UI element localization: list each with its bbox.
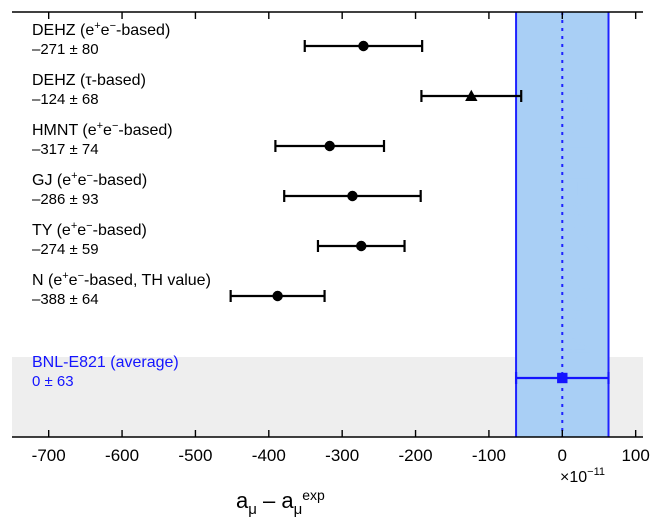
row-title: BNL-E821 (average) [32, 354, 179, 371]
row-title: GJ (e+e−-based) [32, 170, 147, 189]
row-value-label: –286 ± 93 [32, 191, 99, 208]
row-title: N (e+e−-based, TH value) [32, 270, 211, 289]
row-value-label: –388 ± 64 [32, 291, 99, 308]
scale-label: ×10−11 [560, 466, 605, 486]
marker-circle [272, 291, 282, 301]
row-title: DEHZ (e+e−-based) [32, 20, 170, 39]
xtick-label: -600 [105, 446, 139, 465]
xtick-label: -700 [32, 446, 66, 465]
xtick-label: -300 [325, 446, 359, 465]
marker-circle [356, 241, 366, 251]
xtick-label: -100 [472, 446, 506, 465]
row-title: TY (e+e−-based) [32, 220, 147, 239]
x-axis-label: aμ – aμexp [236, 487, 325, 518]
xtick-label: -500 [178, 446, 212, 465]
xtick-label: -200 [399, 446, 433, 465]
row-title: DEHZ (τ-based) [32, 72, 146, 89]
row-value-label: –271 ± 80 [32, 41, 99, 58]
xtick-label: 0 [558, 446, 567, 465]
xtick-label: 100 [621, 446, 649, 465]
marker-circle [358, 41, 368, 51]
xtick-label: -400 [252, 446, 286, 465]
bnl-band-label: BNL-E821 2004 [558, 91, 596, 359]
marker-square [557, 373, 567, 383]
row-value-label: –124 ± 68 [32, 91, 99, 108]
row-value-label: 0 ± 63 [32, 373, 74, 390]
marker-circle [347, 191, 357, 201]
row-title: HMNT (e+e−-based) [32, 120, 173, 139]
marker-circle [325, 141, 335, 151]
chart-container: BNL-E821 2004 -700 -600 -500 -400 -300 -200 -10… [0, 0, 653, 526]
chart-svg: BNL-E821 2004 -700 -600 -500 -400 -300 -200 -10… [0, 0, 653, 526]
row-value-label: –274 ± 59 [32, 241, 99, 258]
row-value-label: –317 ± 74 [32, 141, 99, 158]
